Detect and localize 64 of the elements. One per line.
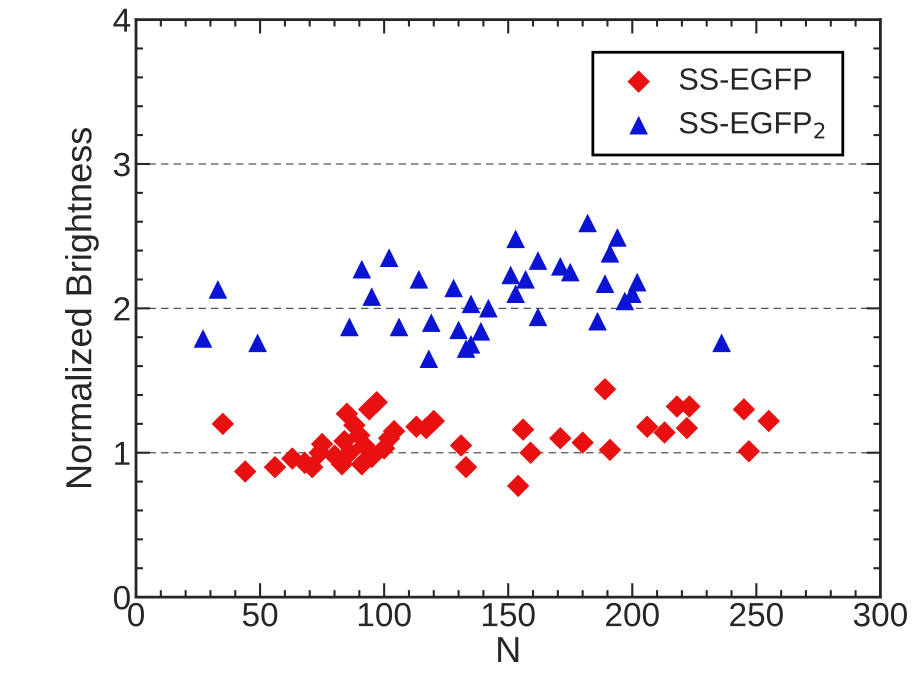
point (380, 248, 398, 267)
point (506, 284, 525, 304)
point (449, 320, 468, 340)
x-axis-title: N (498, 637, 518, 662)
x-tick-label: 200 (606, 602, 659, 626)
point (512, 418, 534, 441)
point (479, 299, 498, 318)
point (502, 266, 520, 284)
point (758, 410, 780, 432)
y-tick-label: 0 (114, 586, 130, 610)
y-tick-label: 2 (114, 297, 130, 320)
point (636, 416, 658, 438)
point (738, 440, 760, 462)
x-tick-label: 250 (730, 602, 783, 626)
point (598, 438, 622, 461)
point (528, 308, 548, 326)
x-tick-label: 150 (482, 602, 535, 626)
point (362, 288, 381, 306)
point (352, 260, 371, 278)
point (410, 270, 428, 289)
legend-label: SS-EGFP (680, 68, 811, 90)
x-tick-label: 50 (242, 602, 278, 626)
point (608, 228, 627, 247)
point (712, 334, 731, 352)
point (594, 378, 616, 400)
point (264, 456, 286, 478)
point (549, 427, 572, 450)
point (653, 421, 676, 444)
point (462, 294, 480, 314)
point (208, 280, 228, 299)
point (472, 322, 490, 341)
point (444, 279, 463, 298)
point (390, 318, 408, 336)
point (422, 410, 445, 432)
point (420, 350, 438, 368)
point (588, 312, 607, 330)
y-tick-label: 3 (114, 152, 130, 176)
point (422, 314, 440, 332)
y-tick-label: 1 (115, 442, 130, 465)
point (628, 273, 646, 292)
x-tick-label: 300 (854, 602, 907, 626)
y-tick-label: 4 (113, 8, 130, 32)
point (506, 230, 525, 248)
point (366, 391, 388, 414)
point (578, 214, 597, 232)
point (572, 432, 594, 454)
point (340, 318, 359, 336)
point (528, 252, 548, 270)
point (212, 412, 234, 435)
point (516, 270, 535, 289)
point (454, 456, 478, 478)
point (732, 398, 756, 421)
point (676, 417, 698, 440)
point (561, 263, 580, 282)
point (194, 330, 212, 348)
point (450, 434, 472, 457)
point (507, 474, 530, 498)
point (519, 442, 542, 464)
y-axis-title: Normalized Brightness (65, 128, 99, 488)
point (234, 460, 256, 483)
x-tick-label: 100 (358, 602, 411, 626)
point (248, 334, 267, 352)
point (596, 274, 614, 293)
legend-label: SS-EGFP$_{2}$ (680, 112, 824, 138)
